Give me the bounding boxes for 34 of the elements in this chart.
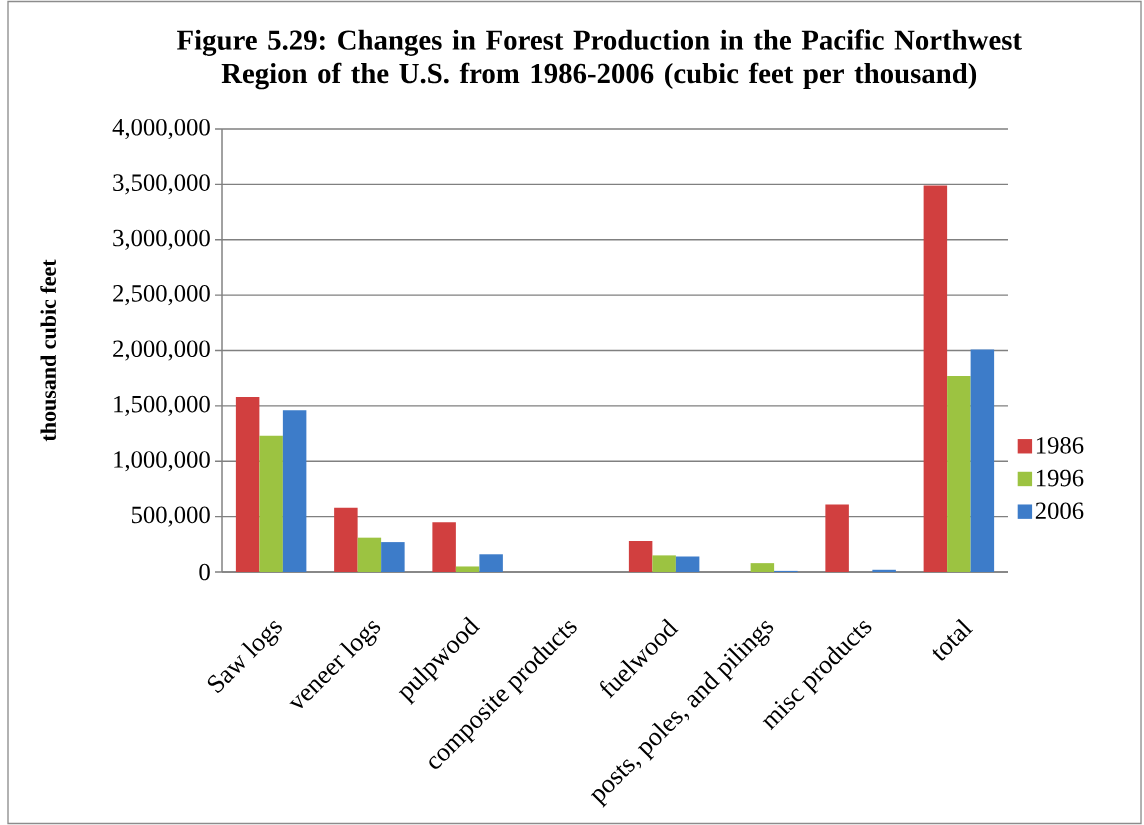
- chart-title: Figure 5.29: Changes in Forest Production in the Pacific Northwest Region of the U.S. from 1986-2006 (cubic feet per thousand): [177, 29, 1022, 90]
- y-tick-label: 2,500,000: [113, 285, 210, 306]
- x-tick-label: total: [932, 618, 974, 661]
- y-tick-label: 500,000: [132, 506, 210, 527]
- legend-label: 1986: [1036, 437, 1084, 454]
- y-tick-label: 4,000,000: [112, 118, 210, 140]
- bar: [432, 522, 456, 572]
- bar: [970, 349, 995, 572]
- legend-label: 1996: [1036, 469, 1084, 487]
- bar: [282, 410, 307, 572]
- x-tick-label: Saw logs: [207, 620, 282, 694]
- bar: [479, 554, 503, 572]
- bar: [334, 507, 358, 572]
- y-tick-label: 3,000,000: [113, 229, 210, 250]
- bar: [750, 563, 775, 572]
- bar: [872, 569, 896, 572]
- y-tick-label: 1,000,000: [114, 451, 210, 472]
- bar: [455, 566, 480, 572]
- y-tick-label: 0: [199, 563, 210, 581]
- bar: [381, 542, 405, 572]
- bar: [259, 435, 283, 572]
- y-tick-label: 2,000,000: [113, 340, 210, 361]
- bar: [652, 555, 676, 572]
- bar: [357, 537, 382, 572]
- y-axis-title: thousand cubic feet: [40, 259, 57, 442]
- bar: [235, 397, 260, 572]
- bar: [923, 185, 948, 572]
- legend-label: 2006: [1035, 502, 1084, 520]
- bar: [825, 504, 849, 572]
- bar: [947, 375, 971, 572]
- bar: [675, 556, 700, 572]
- y-tick-label: 3,500,000: [113, 174, 210, 195]
- bar: [628, 540, 653, 572]
- y-tick-label: 1,500,000: [114, 395, 210, 416]
